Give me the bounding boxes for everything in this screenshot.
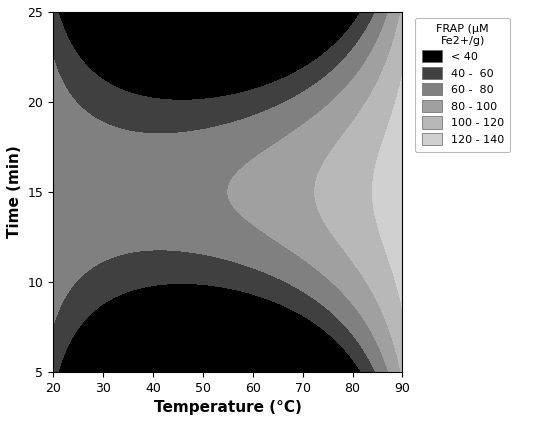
Legend: < 40, 40 -  60, 60 -  80, 80 - 100, 100 - 120, 120 - 140: < 40, 40 - 60, 60 - 80, 80 - 100, 100 - … — [415, 17, 510, 152]
X-axis label: Temperature (°C): Temperature (°C) — [154, 400, 302, 415]
Y-axis label: Time (min): Time (min) — [7, 146, 22, 238]
